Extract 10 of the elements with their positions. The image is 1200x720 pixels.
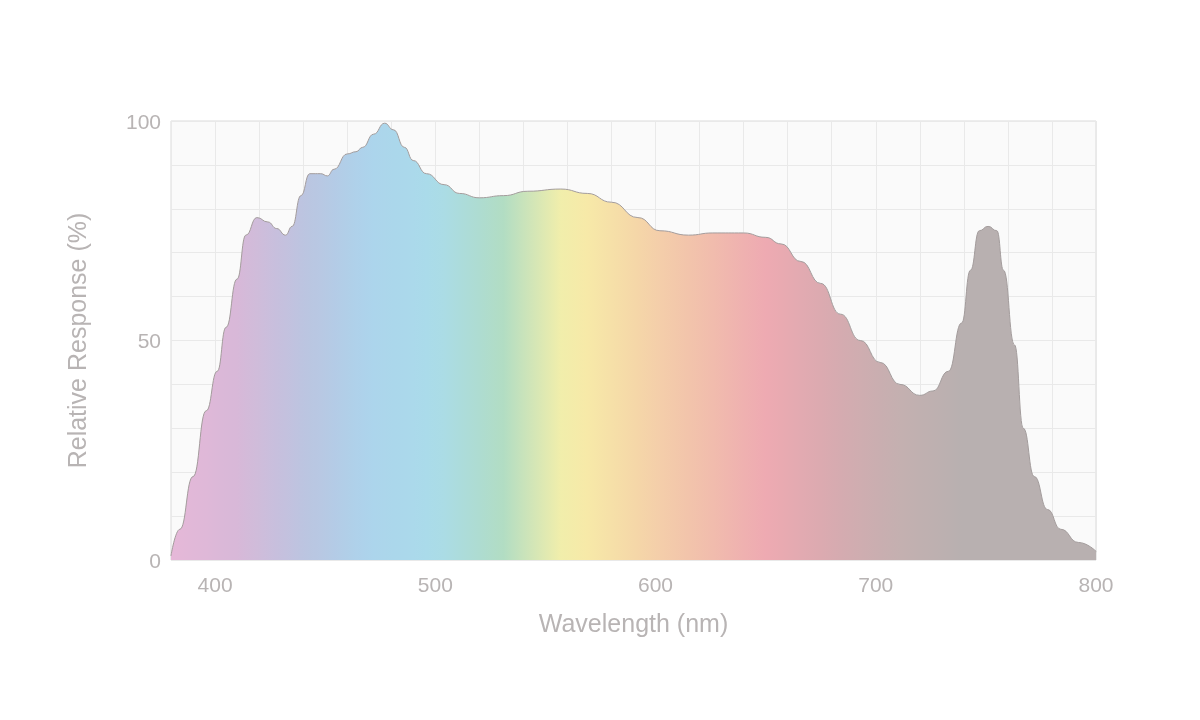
- x-tick-label: 800: [1078, 573, 1114, 596]
- y-axis-title: Relative Response (%): [62, 212, 91, 469]
- x-tick-label: 400: [197, 573, 233, 596]
- x-axis-title: Wavelength (nm): [538, 608, 729, 637]
- x-tick-label: 500: [417, 573, 453, 596]
- y-tick-label: 0: [149, 548, 161, 572]
- y-tick-label: 50: [137, 329, 161, 352]
- x-tick-label: 700: [858, 573, 894, 596]
- x-tick-label: 600: [638, 573, 674, 596]
- y-tick-label: 100: [125, 109, 161, 133]
